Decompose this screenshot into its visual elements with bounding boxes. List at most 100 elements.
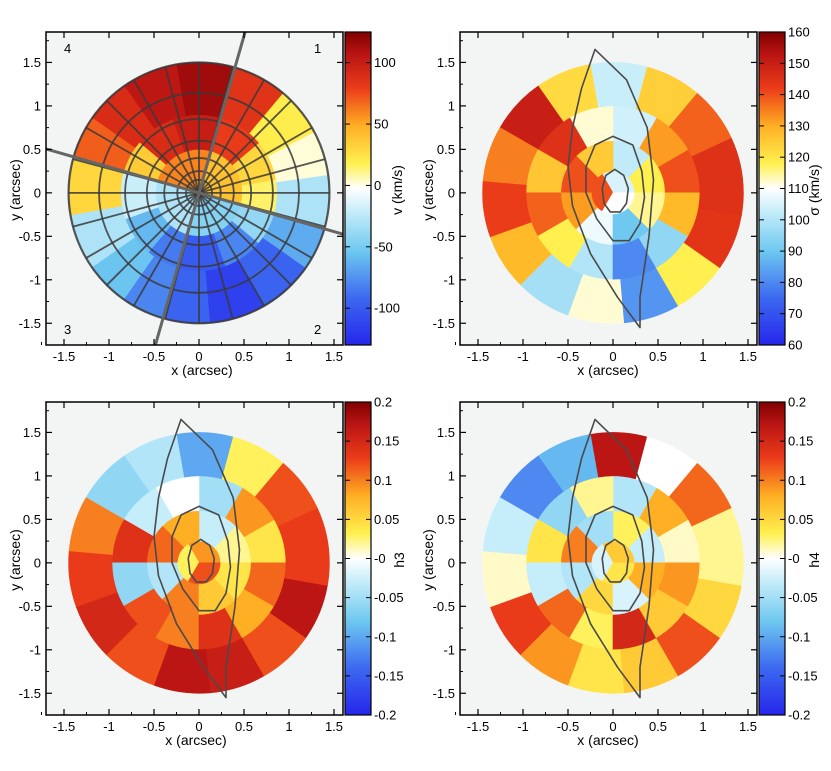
h3-panel: -1.5 -1 -0.5 0 0.5 1 1.5 -1.5 -1 -0.5 0 0.5 1 1.5 0.2… [7,395,407,749]
y-tick-label: 0 [34,185,41,200]
h4-colorbar-label: h4 [806,552,822,568]
velocity-colorbar: 100 50 0 -50 -100 [344,31,400,346]
y-tick-label: -1 [29,272,41,287]
y-tick-label: 0.5 [23,142,41,157]
x-tick-label: 1 [699,349,706,364]
y-tick-label: 1.5 [437,425,455,440]
y-tick-label: 1 [448,98,455,113]
bin-r3-w14 [284,562,330,586]
x-tick-label: 0.5 [649,719,667,734]
velocity-map [46,32,343,345]
x-tick-label: 0 [609,349,616,364]
dispersion-y-axis-label: y (arcsec) [420,159,436,220]
colorbar-tick-label: 60 [788,338,802,353]
grid-spoke [106,99,200,194]
y-tick-label: -1 [29,642,41,657]
dispersion-colorbar: 160 150 140 130 120 110 100 90 80 70 60 [758,25,810,353]
plot-frame [45,401,344,716]
y-tick-label: 0.5 [437,512,455,527]
y-tick-label: -1 [443,642,455,657]
h4-axes: -1.5 -1 -0.5 0 0.5 1 1.5 -1.5 -1 -0.5 0 0.5 1 1.5 [433,401,758,734]
dispersion-x-axis-label: x (arcsec) [577,362,638,378]
velocity-polar-grid [46,32,343,345]
x-tick-label: 1 [285,349,292,364]
x-tick-label: 0 [195,719,202,734]
h4-isophotes [567,418,655,699]
dispersion-isophotes [567,48,655,329]
grid-spoke [106,192,200,286]
colorbar-tick-label: -0.05 [788,590,818,605]
x-tick-label: -1.5 [53,719,75,734]
h3-colorbar: 0.2 0.15 0.1 0.05 -0 -0.05 -0.1 -0.15 -0.2 [344,395,404,723]
grid-spoke [198,192,234,320]
grid-spoke [198,192,292,286]
colorbar-tick-label: 0.1 [374,473,392,488]
isophote-inner [601,538,630,583]
h3-map [46,402,343,715]
isophote-inner [187,538,216,583]
y-tick-label: -1.5 [19,686,41,701]
x-tick-label: 0 [609,719,616,734]
h4-panel: -1.5 -1 -0.5 0 0.5 1 1.5 -1.5 -1 -0.5 0 0.5 1 1.5 0.2… [420,395,822,749]
x-tick-label: -1 [517,719,529,734]
h4-y-axis-label: y (arcsec) [420,529,436,590]
quadrant-label-1: 1 [314,41,321,56]
y-tick-label: 0 [448,555,455,570]
y-tick-label: 0 [34,555,41,570]
x-tick-label: 1 [699,719,706,734]
velocity-y-axis-label: y (arcsec) [7,159,23,220]
colorbar-tick-label: 140 [788,87,810,102]
colorbar-tick-label: 120 [788,150,810,165]
y-tick-label: -0.5 [433,229,455,244]
dispersion-colorbar-label: σ (km/s) [806,164,822,215]
x-tick-label: 1.5 [739,719,757,734]
isophote-outer [567,48,655,329]
x-tick-label: -0.5 [557,349,579,364]
bin-r3-w14 [698,192,744,216]
colorbar-tick-label: 0.15 [374,434,399,449]
isophote-middle [585,135,646,242]
bin-r3-w14 [698,562,744,586]
colorbar-tick-label: 130 [788,118,810,133]
isophote-middle [171,505,232,612]
x-tick-label: 1 [285,719,292,734]
y-tick-label: 0.5 [437,142,455,157]
x-tick-label: 0 [195,349,202,364]
colorbar-tick-label: -0.2 [788,708,810,723]
isophote-outer [153,418,241,699]
colorbar-tick-label: 100 [374,55,396,70]
colorbar-scale [344,31,372,346]
isophote-outer [567,418,655,699]
y-tick-label: -1.5 [433,686,455,701]
x-tick-label: -1.5 [53,349,75,364]
y-tick-label: -1 [443,272,455,287]
colorbar-tick-label: 0.15 [788,434,813,449]
dispersion-map [460,32,757,345]
y-tick-label: 1 [34,98,41,113]
grid-spoke [85,192,200,259]
grid-spoke [198,158,326,194]
colorbar-tick-label: -0 [788,551,800,566]
colorbar-tick-label: -0.15 [374,668,404,683]
h3-colorbar-label: h3 [391,552,407,568]
h3-axes: -1.5 -1 -0.5 0 0.5 1 1.5 -1.5 -1 -0.5 0 0.5 1 1.5 [19,401,344,734]
colorbar-tick-label: -50 [374,239,393,254]
colorbar-tick-label: 0 [374,178,381,193]
quadrant-label-3: 3 [64,322,71,337]
colorbar-tick-label: 110 [788,181,809,196]
h3-x-axis-label: x (arcsec) [165,732,226,748]
colorbar-tick-label: -0.2 [374,708,396,723]
h4-colorbar: 0.2 0.15 0.1 0.05 -0 -0.05 -0.1 -0.15 -0.2 [758,395,818,723]
x-tick-label: 1.5 [325,349,343,364]
colorbar-tick-label: 70 [788,306,802,321]
y-tick-label: 1 [34,468,41,483]
colorbar-tick-label: 50 [374,117,388,132]
y-tick-label: 0 [448,185,455,200]
h3-y-axis-label: y (arcsec) [7,529,23,590]
plot-frame [459,31,758,346]
y-tick-label: -1.5 [433,316,455,331]
dispersion-panel: -1.5 -1 -0.5 0 0.5 1 1.5 -1.5 -1 -0.5 0 0.5 1 1.5 160… [420,25,822,379]
y-tick-label: 1.5 [437,55,455,70]
colorbar-tick-label: 0.2 [788,395,806,410]
